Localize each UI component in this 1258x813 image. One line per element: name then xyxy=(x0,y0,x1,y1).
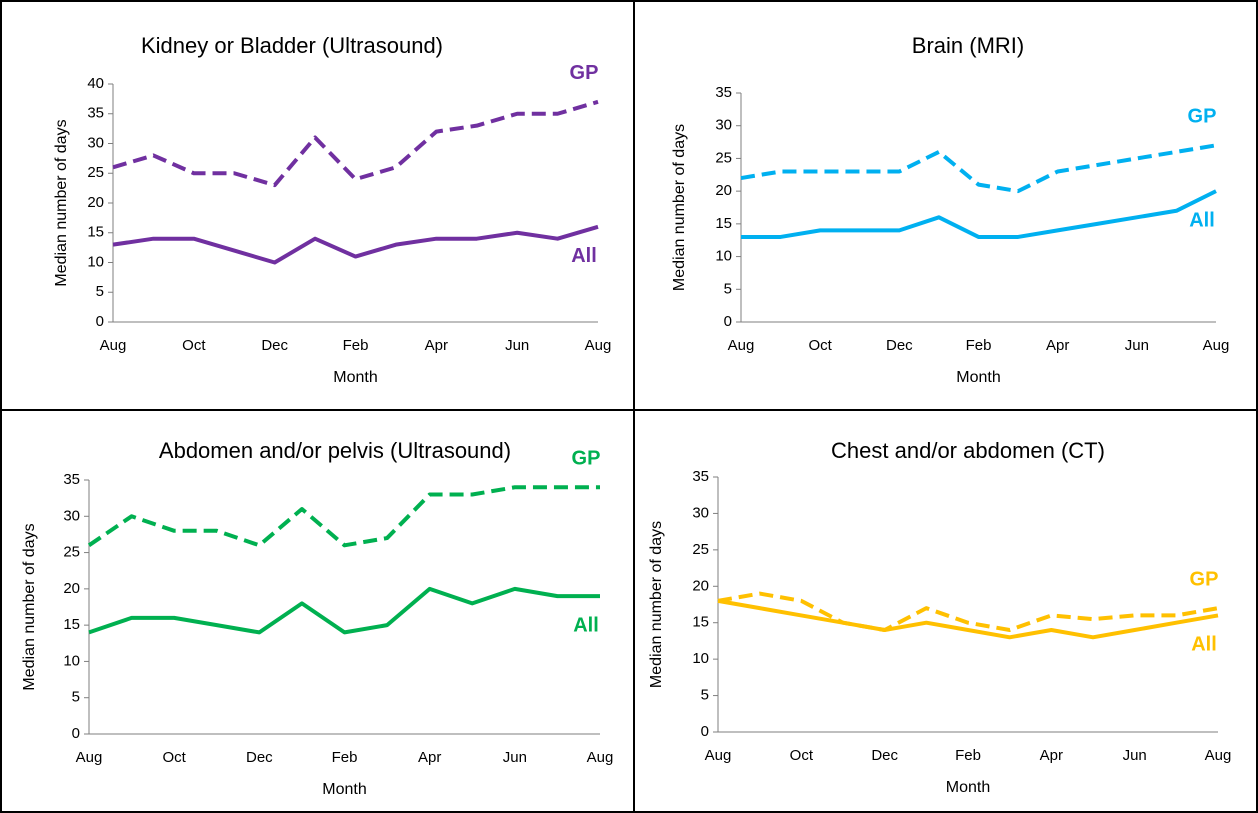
series-line xyxy=(87,485,600,548)
y-tick-label: 25 xyxy=(715,149,732,166)
y-axis-label: Median number of days xyxy=(21,523,38,690)
series-label: GP xyxy=(1190,568,1219,590)
x-axis-label: Month xyxy=(946,779,990,796)
x-tick-label: Dec xyxy=(871,747,898,764)
series-label: All xyxy=(573,614,599,636)
y-axis-label: Median number of days xyxy=(671,124,688,291)
series-label: GP xyxy=(1188,106,1217,128)
series-label: All xyxy=(1189,209,1215,231)
y-tick-label: 20 xyxy=(63,580,80,597)
y-tick-label: 30 xyxy=(692,504,709,521)
x-tick-label: Feb xyxy=(332,749,358,766)
chart-title: Brain (MRI) xyxy=(912,33,1024,58)
y-tick-label: 5 xyxy=(96,283,104,300)
y-tick-label: 30 xyxy=(715,117,732,134)
y-tick-label: 10 xyxy=(715,248,732,265)
x-tick-label: Feb xyxy=(343,337,369,354)
x-axis-label: Month xyxy=(333,369,377,386)
y-tick-label: 0 xyxy=(72,725,80,742)
y-tick-label: 15 xyxy=(87,224,104,241)
x-tick-label: Dec xyxy=(261,337,288,354)
x-tick-label: Jun xyxy=(505,337,529,354)
y-tick-label: 15 xyxy=(63,616,80,633)
x-tick-label: Apr xyxy=(1046,337,1069,354)
series-line xyxy=(741,189,1217,239)
y-tick-label: 5 xyxy=(724,280,732,297)
x-tick-label: Jun xyxy=(1123,747,1147,764)
x-tick-label: Apr xyxy=(1040,747,1063,764)
x-tick-label: Aug xyxy=(705,747,732,764)
x-tick-label: Apr xyxy=(425,337,448,354)
y-tick-label: 10 xyxy=(692,650,709,667)
series-line xyxy=(88,586,600,635)
y-tick-label: 35 xyxy=(63,471,80,488)
y-tick-label: 30 xyxy=(63,507,80,524)
y-axis-label: Median number of days xyxy=(648,521,665,688)
x-tick-label: Aug xyxy=(100,337,127,354)
y-tick-label: 35 xyxy=(87,105,104,122)
x-axis-label: Month xyxy=(322,781,366,798)
x-tick-label: Apr xyxy=(418,749,441,766)
x-tick-label: Dec xyxy=(246,749,273,766)
y-axis-label: Median number of days xyxy=(53,119,70,286)
x-tick-label: Oct xyxy=(790,747,814,764)
y-tick-label: 20 xyxy=(715,182,732,199)
y-tick-label: 25 xyxy=(692,541,709,558)
y-tick-label: 10 xyxy=(87,253,104,270)
chart-title: Kidney or Bladder (Ultrasound) xyxy=(141,33,443,58)
y-tick-label: 25 xyxy=(87,164,104,181)
chart-title: Chest and/or abdomen (CT) xyxy=(831,438,1105,463)
x-tick-label: Feb xyxy=(966,337,992,354)
y-tick-label: 10 xyxy=(63,652,80,669)
x-tick-label: Oct xyxy=(162,749,186,766)
series-line xyxy=(717,598,1219,640)
y-tick-label: 25 xyxy=(63,544,80,561)
series-label: All xyxy=(1191,634,1217,656)
y-tick-label: 35 xyxy=(692,468,709,485)
series-line xyxy=(112,224,599,265)
x-tick-label: Jun xyxy=(1125,337,1149,354)
series-label: GP xyxy=(570,62,599,84)
x-tick-label: Aug xyxy=(585,337,612,354)
y-tick-label: 15 xyxy=(692,614,709,631)
x-tick-label: Oct xyxy=(182,337,206,354)
y-tick-label: 40 xyxy=(87,75,104,92)
y-tick-label: 5 xyxy=(701,687,709,704)
chart-title: Abdomen and/or pelvis (Ultrasound) xyxy=(159,438,511,463)
y-tick-label: 0 xyxy=(96,313,104,330)
y-tick-label: 20 xyxy=(87,194,104,211)
y-tick-label: 0 xyxy=(724,313,732,330)
y-tick-label: 35 xyxy=(715,84,732,101)
y-tick-label: 5 xyxy=(72,689,80,706)
x-tick-label: Jun xyxy=(503,749,527,766)
y-tick-label: 30 xyxy=(87,134,104,151)
series-label: All xyxy=(571,245,597,267)
series-label: GP xyxy=(572,448,601,470)
x-axis-label: Month xyxy=(956,369,1000,386)
y-tick-label: 20 xyxy=(692,577,709,594)
series-line xyxy=(717,591,1219,632)
x-tick-label: Aug xyxy=(587,749,614,766)
x-tick-label: Aug xyxy=(76,749,103,766)
x-tick-label: Aug xyxy=(1203,337,1230,354)
y-tick-label: 15 xyxy=(715,215,732,232)
x-tick-label: Aug xyxy=(728,337,755,354)
series-line xyxy=(112,99,599,188)
x-tick-label: Dec xyxy=(886,337,913,354)
x-tick-label: Aug xyxy=(1205,747,1232,764)
series-line xyxy=(740,143,1217,194)
x-tick-label: Feb xyxy=(955,747,981,764)
x-tick-label: Oct xyxy=(808,337,832,354)
y-tick-label: 0 xyxy=(701,723,709,740)
